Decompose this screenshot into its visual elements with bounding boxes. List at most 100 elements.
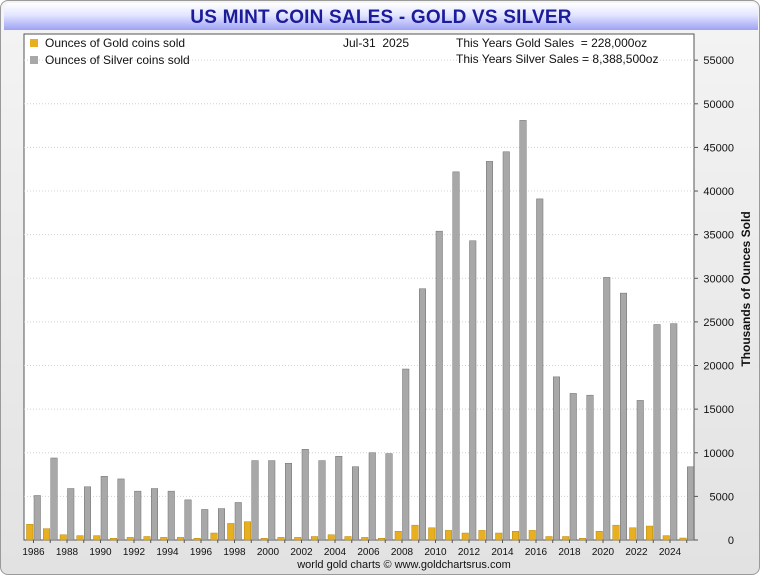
gold-bar — [545, 536, 553, 541]
silver-bar — [486, 161, 493, 541]
x-tick-label: 2000 — [257, 547, 280, 558]
y-axis: 0 5000 10000 15000 20000 25000 30000 35000 40000… — [694, 55, 734, 547]
date-label: Jul-31 2025 — [343, 36, 409, 50]
silver-bar — [218, 508, 225, 541]
bars — [26, 120, 694, 541]
y-tick-label: 45000 — [703, 142, 734, 154]
gold-bar — [277, 537, 285, 541]
gold-bar — [244, 521, 251, 541]
x-tick-label: 1986 — [22, 547, 45, 558]
gold-bar — [562, 536, 570, 541]
y-tick-label: 40000 — [703, 186, 734, 198]
x-tick-label: 2024 — [659, 547, 682, 558]
x-tick-label: 1996 — [190, 547, 213, 558]
silver-bar — [620, 292, 627, 541]
gold-bar — [76, 535, 84, 541]
x-tick-label: 2010 — [424, 547, 447, 558]
silver-bar — [687, 466, 694, 541]
silver-bar — [234, 502, 242, 541]
gold-bar — [394, 531, 402, 541]
legend-gold-label: Ounces of Gold coins sold — [45, 36, 185, 50]
x-tick-label: 2014 — [491, 547, 514, 558]
silver-bar — [100, 476, 108, 541]
silver-bar — [301, 449, 309, 541]
plot-area — [23, 33, 695, 541]
y-tick-label: 20000 — [703, 361, 734, 373]
x-tick-label: 2020 — [592, 547, 615, 558]
x-axis: 1986 1988 1990 1992 1994 1996 1998 2000 2002 2004… — [22, 540, 688, 558]
gold-bar — [612, 524, 620, 541]
silver-bar — [586, 394, 594, 541]
x-tick-label: 2022 — [625, 547, 648, 558]
gold-bar — [93, 535, 101, 541]
x-tick-label: 2006 — [357, 547, 380, 558]
gold-bar — [294, 537, 302, 541]
gold-bar — [126, 537, 134, 541]
gold-bar — [662, 535, 670, 541]
gold-bar — [193, 538, 201, 541]
silver-bar — [385, 453, 393, 541]
silver-bar — [352, 466, 359, 541]
y-tick-label: 25000 — [703, 317, 734, 329]
silver-bar — [251, 460, 259, 541]
silver-bar — [117, 478, 125, 541]
x-tick-label: 1998 — [223, 547, 246, 558]
silver-bar — [402, 368, 410, 541]
legend-silver-label: Ounces of Silver coins sold — [45, 53, 190, 67]
silver-bar — [519, 120, 527, 541]
silver-sales-label: This Years Silver Sales = 8,388,500oz — [456, 52, 658, 66]
silver-bar — [469, 240, 477, 541]
silver-bar — [419, 288, 426, 541]
gold-bar — [227, 523, 235, 541]
gold-sales-label: This Years Gold Sales = 228,000oz — [456, 36, 647, 50]
y-tick-label: 15000 — [703, 404, 734, 416]
gold-bar — [311, 536, 318, 541]
gold-bar — [679, 537, 687, 541]
silver-bar — [318, 460, 326, 541]
gold-bar — [160, 537, 168, 541]
silver-bar — [167, 490, 175, 541]
gold-bar — [478, 530, 486, 541]
silver-bar — [502, 151, 510, 541]
y-tick-label: 50000 — [703, 99, 734, 111]
gold-bar — [495, 532, 503, 541]
gold-bar — [445, 530, 452, 541]
gold-bar — [579, 538, 586, 541]
gold-bar — [344, 536, 352, 541]
y-tick-label: 30000 — [703, 273, 734, 285]
silver-bar — [536, 198, 544, 541]
gold-bar — [143, 536, 151, 541]
gold-bar — [411, 524, 419, 541]
silver-bar — [151, 488, 158, 541]
silver-bar — [50, 457, 58, 541]
gold-bar — [629, 527, 637, 541]
gold-bar — [512, 531, 519, 541]
silver-bar — [335, 455, 343, 541]
silver-bar — [33, 495, 41, 541]
gold-bar — [210, 532, 218, 541]
y-tick-label: 35000 — [703, 230, 734, 242]
silver-bar — [569, 393, 577, 541]
y-tick-label: 0 — [728, 535, 734, 547]
gold-bar — [177, 537, 184, 541]
silver-bar — [201, 509, 209, 541]
gold-bar — [43, 528, 50, 541]
x-tick-label: 1990 — [89, 547, 112, 558]
gold-bar — [260, 538, 268, 541]
x-tick-label: 1994 — [156, 547, 179, 558]
silver-bar — [452, 171, 460, 541]
gold-bar — [361, 537, 369, 541]
y-tick-label: 55000 — [703, 55, 734, 67]
silver-bar — [670, 323, 678, 541]
gold-bar — [595, 531, 603, 541]
gold-bar — [59, 534, 67, 541]
x-tick-label: 2002 — [290, 547, 313, 558]
silver-bar — [636, 400, 644, 541]
gold-bar — [428, 527, 436, 541]
silver-bar — [67, 488, 75, 541]
legend-silver-swatch — [30, 56, 38, 64]
silver-bar — [368, 452, 376, 541]
gold-bar — [461, 532, 469, 541]
x-tick-label: 2004 — [324, 547, 347, 558]
